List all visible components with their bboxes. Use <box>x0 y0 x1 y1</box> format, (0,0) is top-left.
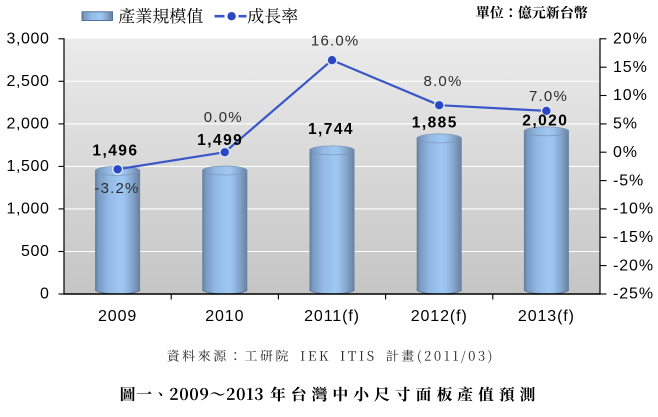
svg-text:0.0%: 0.0% <box>204 109 243 126</box>
svg-text:-20%: -20% <box>613 257 654 274</box>
svg-text:2013(f): 2013(f) <box>518 308 575 325</box>
svg-text:10%: 10% <box>613 87 648 104</box>
svg-text:2,020: 2,020 <box>522 113 568 130</box>
svg-text:-3.2%: -3.2% <box>94 180 139 197</box>
svg-text:2,000: 2,000 <box>6 115 49 132</box>
svg-text:20%: 20% <box>613 31 648 48</box>
svg-text:0: 0 <box>40 286 50 303</box>
svg-text:8.0%: 8.0% <box>424 73 463 90</box>
svg-text:-10%: -10% <box>613 201 654 218</box>
svg-text:1,744: 1,744 <box>308 121 354 138</box>
svg-text:-15%: -15% <box>613 229 654 246</box>
svg-text:2011(f): 2011(f) <box>304 308 360 325</box>
svg-text:15%: 15% <box>613 59 648 76</box>
svg-text:1,885: 1,885 <box>412 114 458 131</box>
svg-text:2009: 2009 <box>98 308 137 325</box>
svg-text:500: 500 <box>21 243 50 260</box>
svg-text:1,496: 1,496 <box>92 142 138 159</box>
svg-text:1,500: 1,500 <box>6 158 49 175</box>
svg-text:-5%: -5% <box>613 172 644 189</box>
svg-text:-25%: -25% <box>613 286 654 303</box>
svg-text:0%: 0% <box>613 144 638 161</box>
svg-text:2012(f): 2012(f) <box>411 308 468 325</box>
svg-text:3,000: 3,000 <box>6 30 49 47</box>
svg-text:5%: 5% <box>613 116 638 133</box>
svg-text:2,500: 2,500 <box>6 73 49 90</box>
svg-text:7.0%: 7.0% <box>529 88 568 105</box>
svg-text:1,000: 1,000 <box>6 200 49 217</box>
svg-text:1,499: 1,499 <box>197 132 243 149</box>
svg-text:2010: 2010 <box>205 308 244 325</box>
svg-text:16.0%: 16.0% <box>311 32 360 49</box>
